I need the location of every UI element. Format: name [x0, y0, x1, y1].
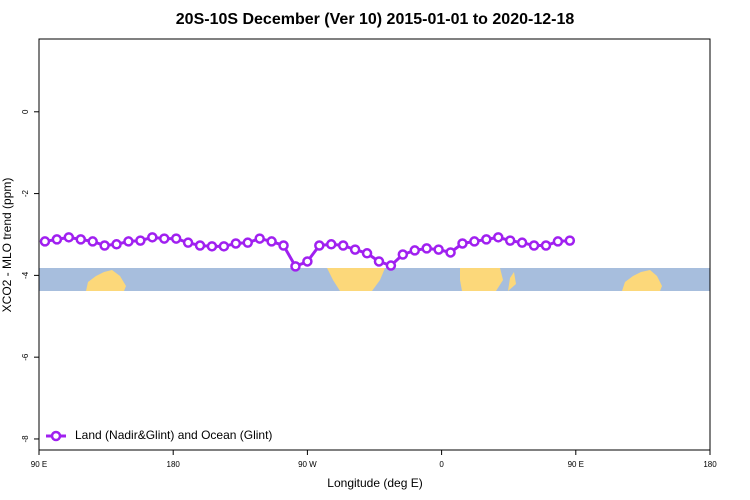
- point: [242, 237, 254, 248]
- point: [457, 238, 468, 249]
- point: [87, 236, 98, 247]
- point: [218, 241, 230, 252]
- point: [528, 240, 540, 251]
- point: [266, 236, 277, 247]
- y-tick-label: -4: [21, 271, 30, 279]
- chart-title: 20S-10S December (Ver 10) 2015-01-01 to …: [176, 11, 575, 28]
- point: [564, 235, 576, 246]
- point: [397, 249, 409, 260]
- point: [302, 256, 313, 267]
- point: [123, 236, 134, 247]
- point: [159, 233, 170, 244]
- point: [135, 235, 146, 246]
- point: [75, 234, 87, 245]
- point: [373, 256, 385, 267]
- point: [516, 237, 528, 248]
- point: [111, 239, 122, 250]
- point: [99, 240, 110, 251]
- point: [385, 260, 397, 271]
- y-tick-label: -2: [21, 189, 30, 197]
- x-tick-label: 90 E: [31, 460, 47, 469]
- point: [51, 234, 63, 245]
- map-strip: [39, 268, 710, 291]
- y-tick-label: 0: [21, 109, 30, 114]
- point: [469, 236, 480, 247]
- point: [445, 247, 456, 258]
- point: [206, 241, 218, 252]
- point: [504, 235, 516, 246]
- point: [493, 232, 504, 243]
- x-tick-label: 180: [703, 460, 717, 469]
- point: [421, 243, 432, 254]
- point: [182, 237, 194, 248]
- x-axis-label: Longitude (deg E): [327, 476, 422, 490]
- point: [147, 232, 158, 243]
- legend-label: Land (Nadir&Glint) and Ocean (Glint): [75, 428, 272, 442]
- point: [170, 233, 182, 244]
- point: [326, 239, 337, 250]
- x-tick-label: 180: [167, 460, 181, 469]
- y-tick-label: -6: [21, 353, 30, 361]
- x-tick-label: 0: [439, 460, 444, 469]
- plot-frame: [38, 38, 711, 451]
- legend-marker: [50, 430, 62, 442]
- point: [552, 236, 564, 247]
- point: [254, 233, 265, 244]
- x-tick-label: 90 W: [298, 460, 317, 469]
- point: [230, 238, 242, 249]
- point: [337, 240, 349, 251]
- point: [481, 234, 492, 245]
- point: [278, 240, 289, 251]
- point: [290, 261, 301, 272]
- point: [540, 240, 552, 251]
- point: [314, 240, 325, 251]
- x-tick-label: 90 E: [568, 460, 584, 469]
- point: [361, 248, 373, 259]
- point: [349, 244, 361, 255]
- point: [39, 236, 51, 247]
- point: [409, 245, 421, 256]
- point: [433, 244, 444, 255]
- y-axis-label: XCO2 - MLO trend (ppm): [0, 178, 14, 313]
- point: [194, 240, 206, 251]
- point: [63, 232, 75, 243]
- y-tick-label: -8: [21, 435, 30, 443]
